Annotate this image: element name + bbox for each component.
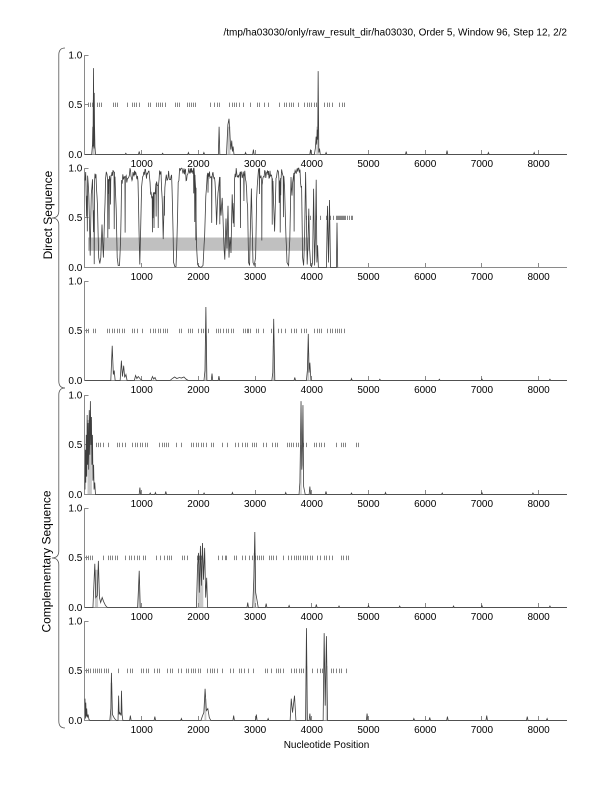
svg-text:2000: 2000 (187, 159, 210, 170)
svg-text:4000: 4000 (301, 385, 324, 396)
svg-text:3000: 3000 (244, 159, 267, 170)
svg-text:6000: 6000 (414, 385, 437, 396)
svg-text:1000: 1000 (131, 272, 154, 283)
svg-text:6000: 6000 (414, 159, 437, 170)
svg-text:7000: 7000 (471, 612, 494, 623)
svg-text:0.5: 0.5 (68, 213, 82, 224)
svg-text:0.0: 0.0 (68, 490, 82, 501)
svg-text:4000: 4000 (301, 725, 324, 736)
svg-text:6000: 6000 (414, 272, 437, 283)
svg-text:0.0: 0.0 (68, 376, 82, 387)
svg-text:2000: 2000 (187, 385, 210, 396)
svg-text:6000: 6000 (414, 612, 437, 623)
svg-text:2000: 2000 (187, 499, 210, 510)
svg-text:7000: 7000 (471, 385, 494, 396)
svg-text:5000: 5000 (357, 612, 380, 623)
svg-text:8000: 8000 (527, 272, 550, 283)
svg-text:0.0: 0.0 (68, 716, 82, 727)
svg-text:0.5: 0.5 (68, 326, 82, 337)
svg-text:6000: 6000 (414, 725, 437, 736)
svg-text:4000: 4000 (301, 499, 324, 510)
svg-text:3000: 3000 (244, 612, 267, 623)
svg-text:3000: 3000 (244, 272, 267, 283)
svg-text:1.0: 1.0 (68, 51, 82, 62)
svg-text:0.5: 0.5 (68, 100, 82, 111)
svg-text:7000: 7000 (471, 272, 494, 283)
svg-text:2000: 2000 (187, 612, 210, 623)
svg-text:/tmp/ha03030/only/raw_result_d: /tmp/ha03030/only/raw_result_dir/ha03030… (223, 28, 567, 39)
svg-text:1.0: 1.0 (68, 504, 82, 515)
svg-text:5000: 5000 (357, 499, 380, 510)
svg-text:7000: 7000 (471, 159, 494, 170)
svg-text:1.0: 1.0 (68, 164, 82, 175)
svg-text:2000: 2000 (187, 725, 210, 736)
svg-text:0.0: 0.0 (68, 263, 82, 274)
svg-text:2000: 2000 (187, 272, 210, 283)
svg-text:3000: 3000 (244, 499, 267, 510)
svg-text:0.5: 0.5 (68, 440, 82, 451)
svg-text:6000: 6000 (414, 499, 437, 510)
svg-text:3000: 3000 (244, 385, 267, 396)
svg-text:Nucleotide Position: Nucleotide Position (284, 740, 370, 751)
svg-text:1000: 1000 (131, 159, 154, 170)
svg-text:7000: 7000 (471, 499, 494, 510)
svg-text:0.5: 0.5 (68, 553, 82, 564)
svg-text:5000: 5000 (357, 272, 380, 283)
svg-text:4000: 4000 (301, 159, 324, 170)
svg-text:8000: 8000 (527, 385, 550, 396)
svg-text:4000: 4000 (301, 272, 324, 283)
svg-text:1000: 1000 (131, 499, 154, 510)
svg-text:8000: 8000 (527, 612, 550, 623)
svg-text:0.5: 0.5 (68, 666, 82, 677)
svg-text:8000: 8000 (527, 159, 550, 170)
svg-text:Direct Sequence: Direct Sequence (41, 170, 55, 259)
svg-text:1.0: 1.0 (68, 617, 82, 628)
svg-text:1.0: 1.0 (68, 277, 82, 288)
svg-text:5000: 5000 (357, 385, 380, 396)
svg-text:0.0: 0.0 (68, 150, 82, 161)
svg-text:1000: 1000 (131, 612, 154, 623)
svg-text:8000: 8000 (527, 725, 550, 736)
svg-text:Complementary Sequence: Complementary Sequence (40, 490, 54, 632)
svg-text:0.0: 0.0 (68, 603, 82, 614)
svg-text:4000: 4000 (301, 612, 324, 623)
svg-text:5000: 5000 (357, 159, 380, 170)
svg-text:1000: 1000 (131, 725, 154, 736)
svg-text:8000: 8000 (527, 499, 550, 510)
svg-text:3000: 3000 (244, 725, 267, 736)
svg-text:7000: 7000 (471, 725, 494, 736)
svg-text:5000: 5000 (357, 725, 380, 736)
svg-text:1000: 1000 (131, 385, 154, 396)
svg-text:1.0: 1.0 (68, 391, 82, 402)
